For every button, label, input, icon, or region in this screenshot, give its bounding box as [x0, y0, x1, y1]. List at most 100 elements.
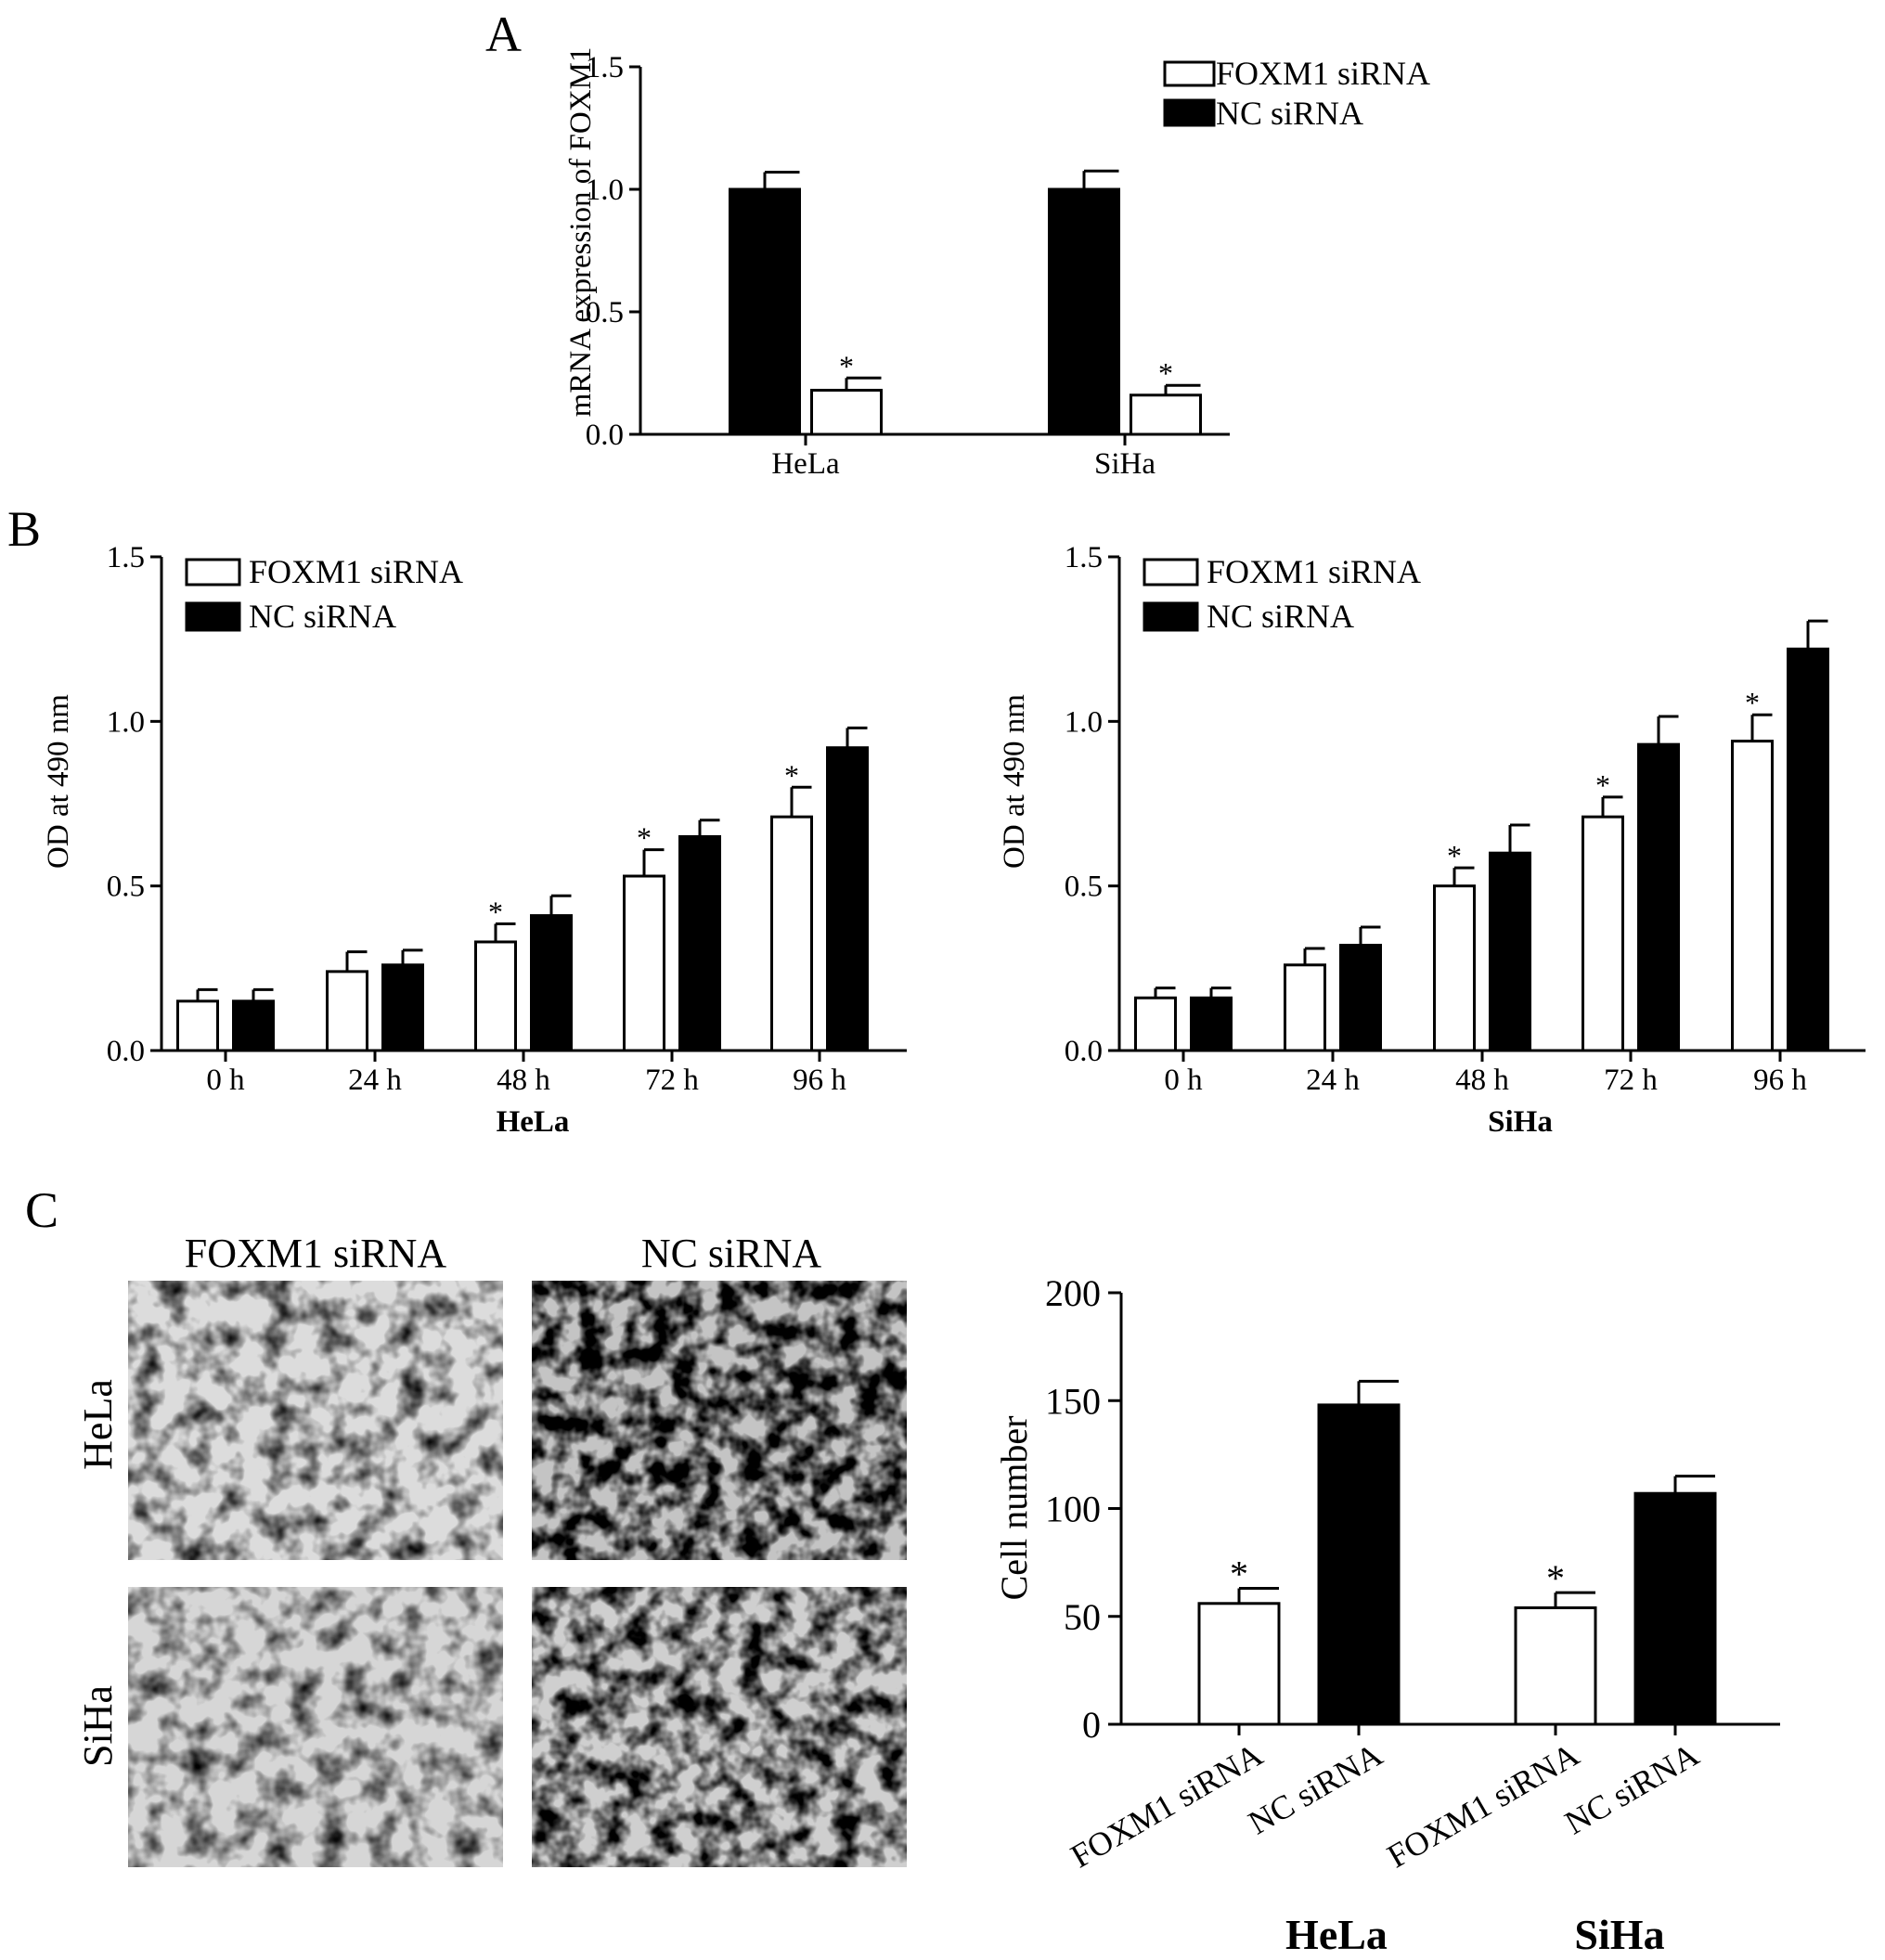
chart-c-bar [1197, 1602, 1281, 1726]
chart-a-significance-marker: * [1158, 356, 1173, 390]
chart-b-siha-y-tick-label: 0.5 [1065, 870, 1103, 904]
chart-b-siha-x-tick-label: 96 h [1753, 1064, 1807, 1097]
chart-a-significance-marker: * [839, 349, 854, 382]
chart-b-hela-significance-marker: * [637, 821, 652, 855]
chart-c-x-tick-label: FOXM1 siRNA [1065, 1735, 1269, 1875]
chart-b-hela-bar [326, 970, 368, 1052]
legend-b-hela-foxm1-swatch [185, 558, 241, 587]
chart-b-hela-bar [530, 914, 573, 1052]
chart-b-siha-x-axis-title: SiHa [1488, 1105, 1553, 1139]
chart-a-bar [1048, 187, 1120, 436]
chart-b-siha-od: 0.0 0.5 1.0 1.5 0 h 24 h 48 h 72 h 96 h * * * OD at… [998, 541, 1866, 1139]
micrograph-hela-nc [532, 1281, 907, 1560]
chart-a-y-tick-label: 1.0 [586, 174, 624, 207]
chart-c-bar [1317, 1403, 1401, 1726]
chart-c-bar [1633, 1491, 1717, 1726]
micrograph-row-label-siha: SiHa [75, 1685, 121, 1767]
chart-b-siha-y-axis-title: OD at 490 nm [998, 694, 1031, 869]
chart-b-hela-y-tick-label: 0.5 [107, 870, 145, 904]
chart-b-hela-bar [474, 940, 517, 1052]
chart-b-hela-bar [770, 815, 813, 1052]
chart-c-x-tick-label: NC siRNA [1242, 1735, 1388, 1841]
chart-b-hela-significance-marker: * [784, 758, 799, 792]
micrograph-col-label-nc: NC siRNA [641, 1231, 822, 1276]
chart-b-hela-x-tick-label: 96 h [793, 1064, 846, 1097]
chart-b-siha-x-tick-label: 0 h [1164, 1064, 1203, 1097]
micrograph-siha-foxm1 [128, 1587, 503, 1867]
chart-b-siha-bar [1433, 884, 1476, 1052]
micrograph-panel: FOXM1 siRNA NC siRNA HeLa SiHa [75, 1231, 907, 1867]
chart-b-siha-bar [1787, 647, 1829, 1052]
legend-a-nc-label: NC siRNA [1216, 95, 1363, 132]
legend-b-hela-nc-label: NC siRNA [249, 598, 396, 635]
chart-b-siha-y-tick-label: 1.0 [1065, 705, 1103, 739]
chart-b-hela-bar [678, 834, 721, 1052]
chart-b-hela-x-axis-title: HeLa [497, 1105, 570, 1139]
chart-b-hela-y-tick-label: 1.0 [107, 705, 145, 739]
chart-c-y-axis-title: Cell number [993, 1416, 1035, 1601]
chart-a-y-axis-title: mRNA expression of FOXM1 [564, 47, 598, 418]
chart-a-y-tick-label: 1.5 [586, 51, 624, 84]
chart-b-hela-bar [826, 746, 869, 1052]
chart-c-group-label-hela: HeLa [1285, 1911, 1388, 1958]
chart-b-hela-marks: 0.0 0.5 1.0 1.5 0 h 24 h 48 h 72 h 96 h * * * [107, 541, 907, 1097]
chart-b-siha-significance-marker: * [1447, 839, 1462, 872]
chart-b-hela-legend: FOXM1 siRNA NC siRNA [185, 553, 463, 635]
legend-b-siha-nc-swatch [1143, 601, 1199, 632]
legend-b-siha-foxm1-label: FOXM1 siRNA [1207, 553, 1421, 590]
panel-label-c: C [25, 1182, 58, 1238]
chart-c-significance-marker: * [1230, 1554, 1248, 1595]
chart-b-siha-bar [1582, 815, 1624, 1052]
chart-c-y-tick-label: 150 [1045, 1380, 1101, 1422]
chart-b-siha-x-tick-label: 24 h [1306, 1064, 1360, 1097]
chart-c-y-tick-label: 200 [1045, 1272, 1101, 1314]
legend-b-hela-nc-swatch [185, 601, 241, 632]
legend-a-foxm1-label: FOXM1 siRNA [1216, 55, 1430, 92]
chart-b-hela-x-tick-label: 0 h [206, 1064, 245, 1097]
legend-a-foxm1-swatch [1163, 60, 1216, 87]
chart-b-siha-bar [1731, 740, 1774, 1052]
chart-b-siha-significance-marker: * [1595, 768, 1610, 802]
legend-b-siha-foxm1-swatch [1143, 558, 1199, 587]
chart-a-bar [729, 187, 801, 436]
chart-b-hela-y-axis-title: OD at 490 nm [42, 694, 75, 869]
chart-c-y-tick-label: 0 [1082, 1704, 1101, 1746]
chart-b-siha-bar [1637, 742, 1680, 1052]
chart-b-siha-bar [1489, 851, 1531, 1052]
chart-c-bar [1514, 1605, 1597, 1726]
chart-c-y-tick-label: 50 [1064, 1596, 1101, 1638]
micrograph-hela-foxm1 [128, 1281, 503, 1560]
legend-a-nc-swatch [1163, 98, 1216, 127]
chart-c-group-label-siha: SiHa [1574, 1911, 1664, 1958]
chart-b-siha-x-tick-label: 48 h [1455, 1064, 1509, 1097]
chart-a-legend: FOXM1 siRNA NC siRNA [1163, 55, 1430, 132]
chart-a-x-tick-label: SiHa [1094, 447, 1156, 481]
chart-b-siha-x-tick-label: 72 h [1604, 1064, 1658, 1097]
chart-b-siha-y-tick-label: 0.0 [1065, 1035, 1103, 1068]
micrograph-row-label-hela: HeLa [75, 1379, 121, 1470]
legend-b-hela-foxm1-label: FOXM1 siRNA [249, 553, 463, 590]
chart-a-x-tick-label: HeLa [771, 447, 840, 481]
chart-b-hela-x-tick-label: 72 h [645, 1064, 699, 1097]
micrograph-col-label-foxm1: FOXM1 siRNA [185, 1231, 447, 1276]
chart-c-significance-marker: * [1546, 1557, 1565, 1599]
chart-b-hela-x-tick-label: 24 h [348, 1064, 402, 1097]
chart-a-bar [810, 388, 883, 436]
chart-b-hela-bar [232, 999, 275, 1052]
legend-b-siha-nc-label: NC siRNA [1207, 598, 1354, 635]
micrograph-siha-nc [532, 1587, 907, 1867]
chart-a-bar [1130, 393, 1202, 436]
chart-a-y-tick-label: 0.0 [586, 419, 624, 452]
chart-a-marks: 0.0 0.5 1.0 1.5 HeLa SiHa * * [586, 51, 1230, 481]
chart-b-siha-significance-marker: * [1745, 686, 1760, 719]
chart-c-x-tick-label: FOXM1 siRNA [1381, 1735, 1585, 1875]
chart-b-hela-bar [623, 874, 665, 1052]
chart-b-hela-od: 0.0 0.5 1.0 1.5 0 h 24 h 48 h 72 h 96 h * * * OD at… [42, 541, 907, 1139]
chart-b-hela-bar [176, 999, 219, 1052]
chart-b-siha-legend: FOXM1 siRNA NC siRNA [1143, 553, 1421, 635]
chart-b-siha-bar [1134, 996, 1177, 1052]
panel-label-a: A [485, 6, 522, 62]
panel-label-b: B [7, 501, 41, 557]
